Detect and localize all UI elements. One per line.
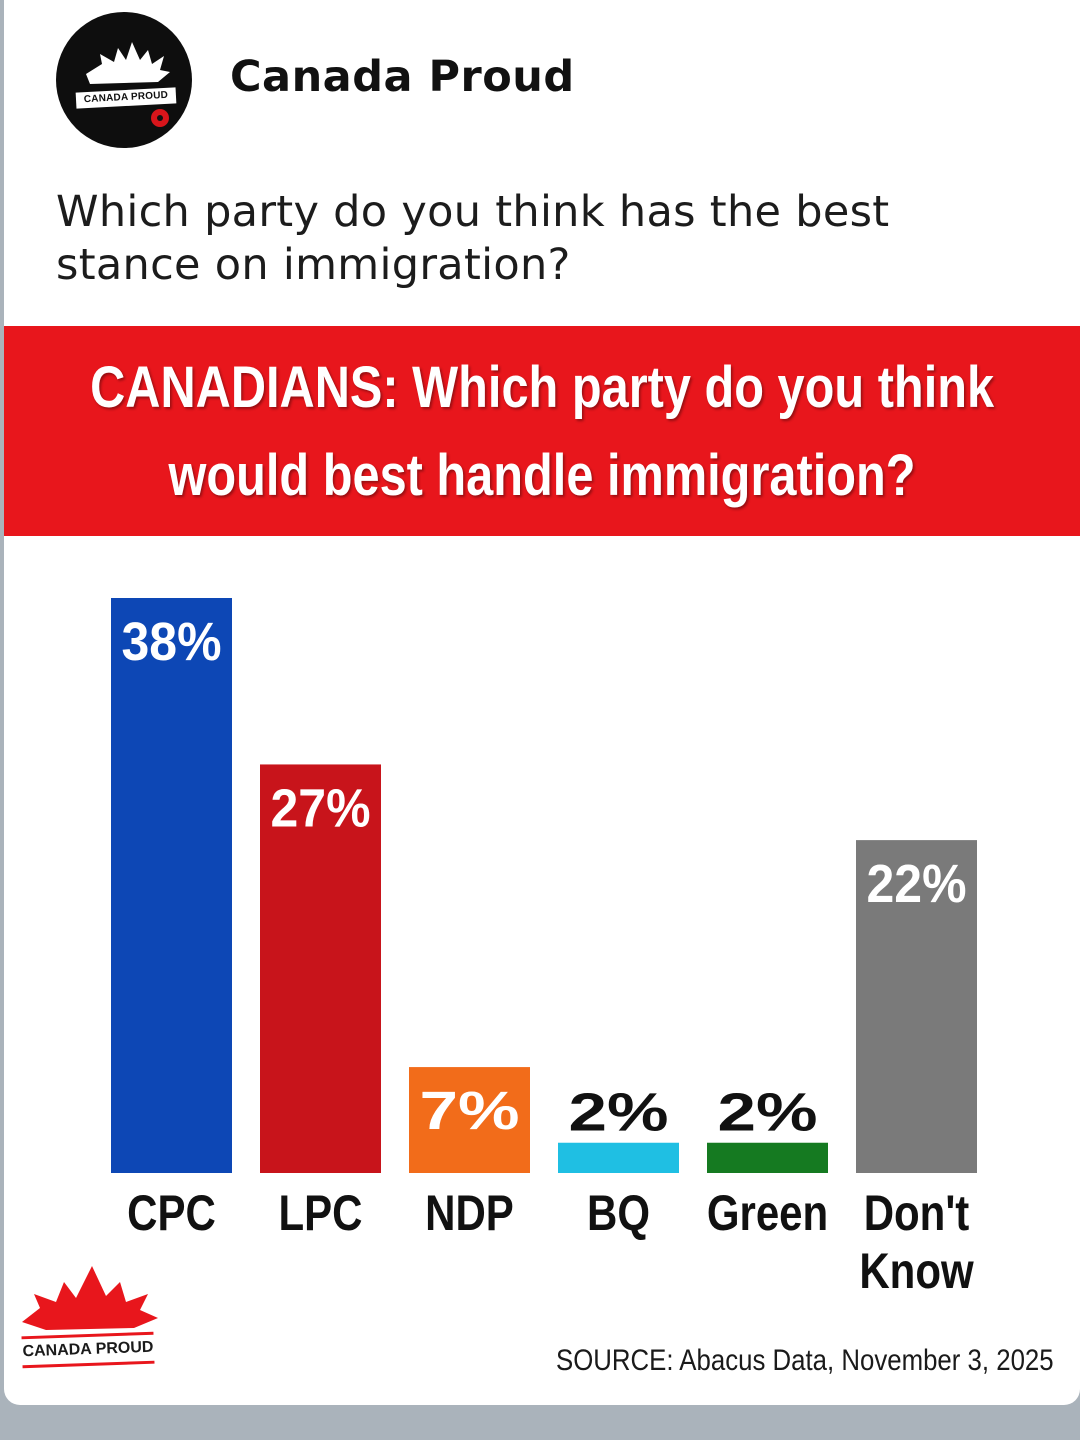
value-label-bq: 2% (569, 1083, 669, 1143)
logo-text: CANADA PROUD (21, 1331, 155, 1369)
category-label-don-t-know-2: Know (859, 1243, 973, 1299)
bar-bq (558, 1142, 679, 1173)
value-label-ndp: 7% (420, 1081, 520, 1141)
banner-title-line-1: CANADIANS: Which party do you think (90, 355, 995, 420)
canada-proud-logo-icon (22, 1266, 158, 1330)
category-label-ndp: NDP (425, 1185, 514, 1241)
value-label-cpc: 38% (122, 612, 222, 672)
bar-ndp (409, 1067, 530, 1173)
value-label-don-t-know: 22% (867, 854, 967, 914)
value-label-lpc: 27% (271, 778, 371, 838)
value-label-green: 2% (718, 1083, 818, 1143)
category-label-lpc: LPC (279, 1185, 363, 1241)
avatar[interactable]: CANADA PROUD (56, 12, 192, 148)
post-text: Which party do you think has the best st… (56, 187, 890, 290)
bar-cpc (111, 598, 232, 1173)
chart-banner: CANADIANS: Which party do you think woul… (4, 326, 1080, 536)
page-name[interactable]: Canada Proud (230, 52, 575, 102)
bar-don-t-know (856, 840, 977, 1173)
maple-leaf-icon (86, 42, 170, 127)
category-label-green: Green (707, 1185, 828, 1241)
category-label-cpc: CPC (127, 1185, 216, 1241)
bar-green (707, 1142, 828, 1173)
post-card: CANADA PROUD Canada Proud Which party do… (4, 0, 1080, 1405)
category-label-don-t-know-1: Don't (864, 1185, 970, 1241)
source-note: SOURCE: Abacus Data, November 3, 2025 (556, 1344, 1054, 1377)
bar-lpc (260, 764, 381, 1173)
banner-title-line-2: would best handle immigration? (168, 443, 916, 508)
category-label-bq: BQ (587, 1185, 650, 1241)
